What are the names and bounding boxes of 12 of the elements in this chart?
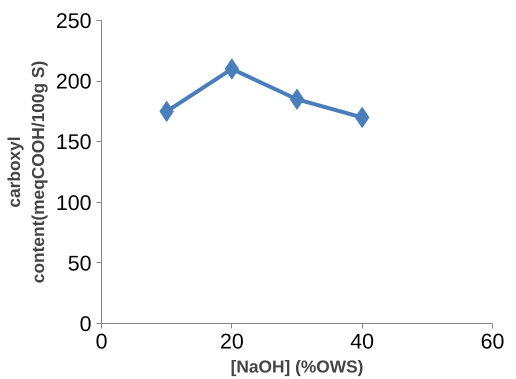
y-tick-label: 250	[56, 9, 92, 33]
y-tick-label: 100	[56, 190, 92, 215]
x-tick-label: 20	[220, 330, 244, 354]
x-tick-label: 0	[96, 330, 108, 354]
x-tick-label: 60	[480, 330, 504, 354]
y-axis-title: carboxyl content(meqCOOH/100g S)	[4, 60, 48, 284]
x-axis-title: [NaOH] (%OWS)	[230, 356, 364, 376]
x-tick-label: 40	[350, 330, 374, 354]
y-tick-label: 0	[80, 312, 92, 336]
y-tick-label: 150	[56, 130, 92, 154]
y-tick-label: 50	[68, 251, 92, 276]
y-tick-label: 200	[56, 70, 92, 94]
